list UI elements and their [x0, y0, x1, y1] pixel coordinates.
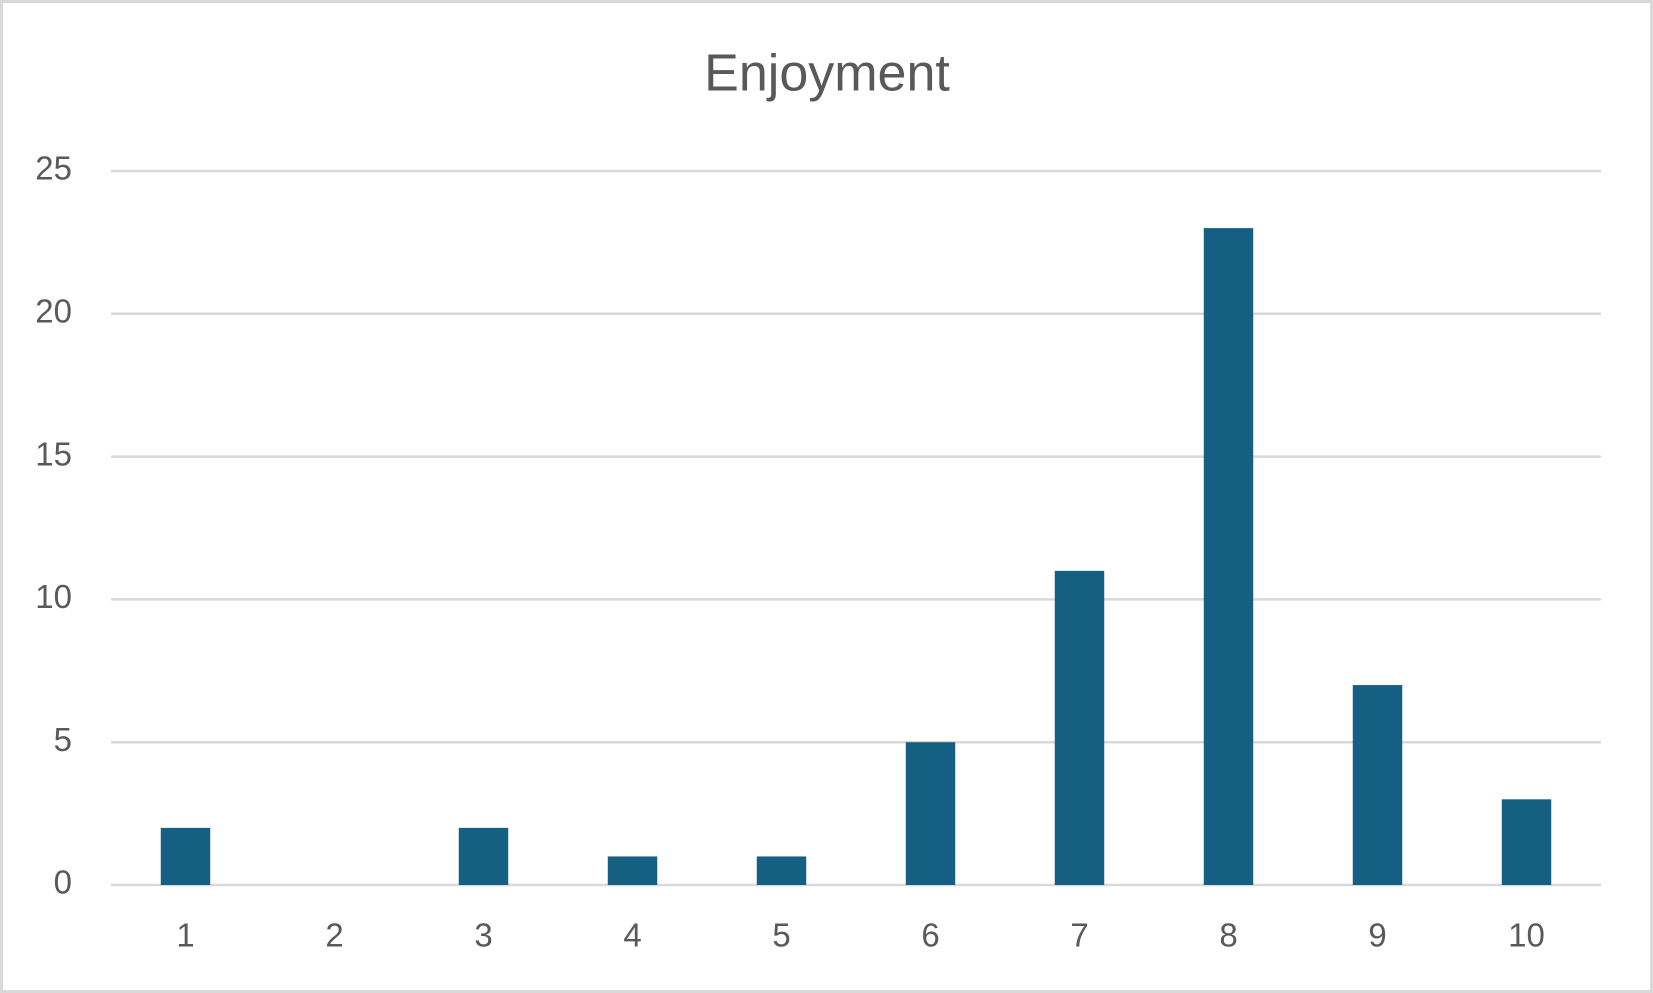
bar: [607, 856, 658, 885]
bar: [1203, 228, 1254, 885]
chart-title: Enjoyment: [704, 45, 950, 103]
x-tick-label: 5: [772, 917, 790, 954]
y-tick-label: 15: [35, 435, 72, 472]
bar: [905, 742, 956, 885]
x-tick-label: 10: [1508, 917, 1545, 954]
x-tick-label: 3: [474, 917, 492, 954]
y-tick-label: 25: [35, 150, 72, 187]
y-tick-label: 5: [54, 721, 72, 758]
bar: [1501, 799, 1552, 885]
bar: [160, 827, 211, 885]
bar: [1352, 685, 1403, 885]
x-tick-label: 7: [1070, 917, 1088, 954]
bar: [458, 827, 509, 885]
y-tick-label: 10: [35, 578, 72, 615]
x-tick-label: 9: [1368, 917, 1386, 954]
y-tick-label: 20: [35, 293, 72, 330]
x-tick-label: 6: [921, 917, 939, 954]
bar: [1054, 570, 1105, 885]
x-tick-label: 2: [325, 917, 343, 954]
x-tick-label: 8: [1219, 917, 1237, 954]
bar: [756, 856, 807, 885]
y-tick-label: 0: [54, 864, 72, 901]
x-tick-label: 1: [176, 917, 194, 954]
x-tick-label: 4: [623, 917, 641, 954]
